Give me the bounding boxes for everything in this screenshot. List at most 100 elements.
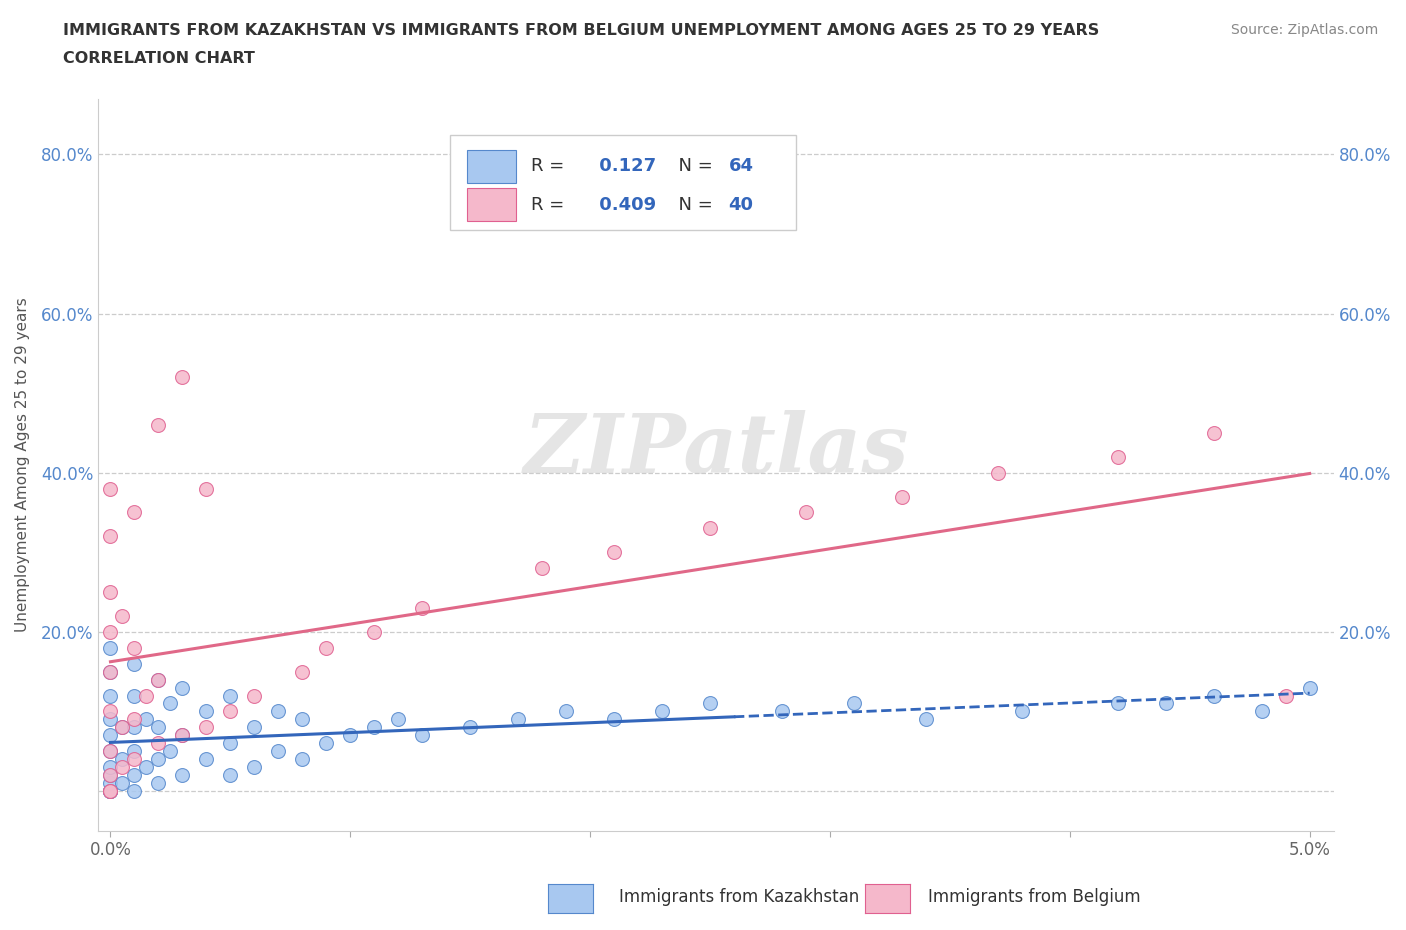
Point <box>219 704 242 719</box>
Y-axis label: Unemployment Among Ages 25 to 29 years: Unemployment Among Ages 25 to 29 years <box>15 298 30 632</box>
Point <box>1202 688 1225 703</box>
Point <box>219 767 242 782</box>
Point <box>1107 696 1129 711</box>
Text: CORRELATION CHART: CORRELATION CHART <box>63 51 254 66</box>
Text: ZIPatlas: ZIPatlas <box>523 410 908 490</box>
Point <box>100 784 122 799</box>
Point <box>100 664 122 679</box>
Point <box>100 784 122 799</box>
Point <box>1250 704 1272 719</box>
Point <box>159 696 181 711</box>
Point <box>172 370 194 385</box>
Point <box>100 529 122 544</box>
Point <box>1298 680 1320 695</box>
Text: Source: ZipAtlas.com: Source: ZipAtlas.com <box>1230 23 1378 37</box>
Point <box>195 751 218 766</box>
Point <box>124 712 146 727</box>
Point <box>603 545 626 560</box>
Point <box>111 608 134 623</box>
Point <box>124 767 146 782</box>
FancyBboxPatch shape <box>467 150 516 183</box>
Point <box>603 712 626 727</box>
Text: IMMIGRANTS FROM KAZAKHSTAN VS IMMIGRANTS FROM BELGIUM UNEMPLOYMENT AMONG AGES 25: IMMIGRANTS FROM KAZAKHSTAN VS IMMIGRANTS… <box>63 23 1099 38</box>
Text: 64: 64 <box>728 157 754 175</box>
Point <box>124 744 146 759</box>
Point <box>100 744 122 759</box>
Point <box>291 712 314 727</box>
Point <box>100 624 122 639</box>
Point <box>100 784 122 799</box>
Point <box>219 736 242 751</box>
Point <box>100 744 122 759</box>
Point <box>100 767 122 782</box>
Point <box>148 736 170 751</box>
Point <box>124 657 146 671</box>
Point <box>100 767 122 782</box>
Text: N =: N = <box>666 196 718 214</box>
Point <box>100 585 122 600</box>
Point <box>100 712 122 727</box>
Point <box>100 784 122 799</box>
Point <box>458 720 481 735</box>
Point <box>148 776 170 790</box>
Point <box>124 641 146 656</box>
Point <box>100 760 122 775</box>
Point <box>172 680 194 695</box>
Point <box>148 751 170 766</box>
Point <box>1154 696 1177 711</box>
Point <box>195 720 218 735</box>
Text: 0.409: 0.409 <box>592 196 655 214</box>
Point <box>315 641 337 656</box>
Point <box>111 776 134 790</box>
Point <box>172 728 194 743</box>
Point <box>363 624 385 639</box>
Point <box>100 481 122 496</box>
Point <box>124 688 146 703</box>
Point <box>135 712 157 727</box>
Point <box>555 704 578 719</box>
Point <box>411 601 433 616</box>
Point <box>915 712 938 727</box>
Point <box>100 704 122 719</box>
Point <box>111 760 134 775</box>
Point <box>148 418 170 432</box>
Text: N =: N = <box>666 157 718 175</box>
Point <box>987 465 1010 480</box>
Point <box>770 704 793 719</box>
Point <box>842 696 865 711</box>
Point <box>243 760 266 775</box>
Point <box>100 784 122 799</box>
Point <box>1202 425 1225 440</box>
Point <box>1011 704 1033 719</box>
FancyBboxPatch shape <box>467 188 516 221</box>
Text: 0.127: 0.127 <box>592 157 655 175</box>
Point <box>111 720 134 735</box>
Point <box>699 696 721 711</box>
Point <box>111 720 134 735</box>
Point <box>111 751 134 766</box>
Point <box>148 720 170 735</box>
Point <box>651 704 673 719</box>
Point <box>411 728 433 743</box>
Text: R =: R = <box>531 157 569 175</box>
Point <box>135 760 157 775</box>
Point <box>172 767 194 782</box>
Point <box>699 521 721 536</box>
Point <box>100 784 122 799</box>
Point <box>219 688 242 703</box>
Point <box>195 481 218 496</box>
Text: Immigrants from Kazakhstan: Immigrants from Kazakhstan <box>619 888 859 907</box>
Point <box>124 784 146 799</box>
Point <box>159 744 181 759</box>
Point <box>100 728 122 743</box>
Point <box>508 712 530 727</box>
Point <box>124 720 146 735</box>
Point <box>794 505 817 520</box>
Point <box>148 672 170 687</box>
Point <box>148 672 170 687</box>
Text: 40: 40 <box>728 196 754 214</box>
Point <box>124 505 146 520</box>
Point <box>267 704 290 719</box>
Point <box>100 688 122 703</box>
Point <box>243 688 266 703</box>
